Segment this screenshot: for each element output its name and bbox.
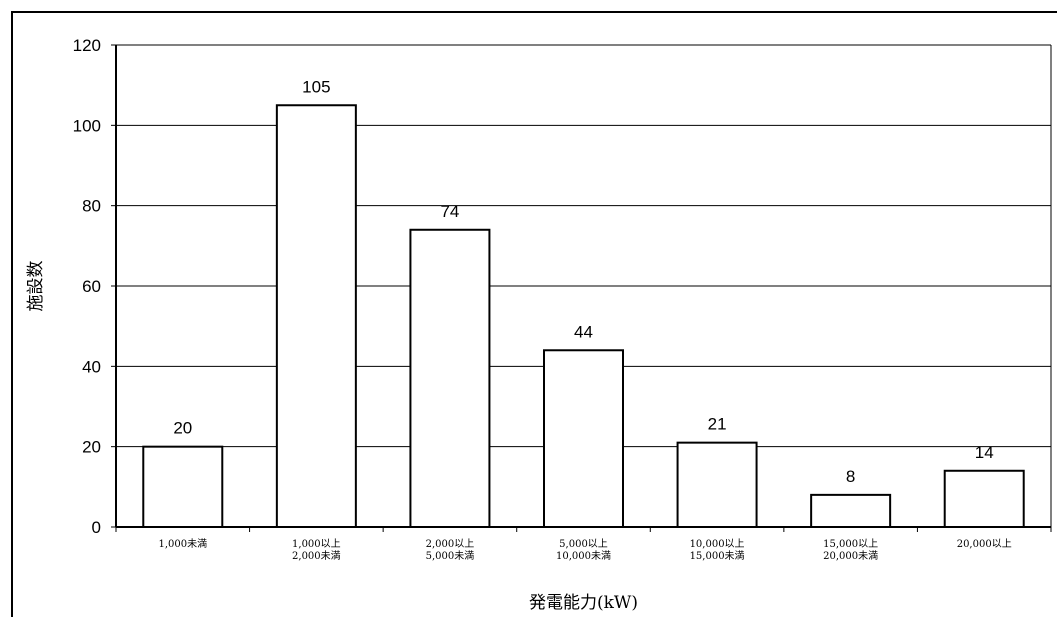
data-label: 105 xyxy=(302,77,330,96)
data-label: 44 xyxy=(574,322,593,341)
y-axis-title: 施設数 xyxy=(26,261,46,312)
y-tick-label: 80 xyxy=(82,197,101,216)
chart-frame xyxy=(11,11,1057,617)
bar xyxy=(676,441,758,528)
bar xyxy=(275,104,357,528)
bar xyxy=(943,469,1025,528)
data-labels: 20 105 74 44 21 8 14 xyxy=(173,77,993,486)
y-tick-label: 120 xyxy=(73,36,101,55)
data-label: 21 xyxy=(708,415,727,434)
data-label: 74 xyxy=(440,202,459,221)
x-tick-label: 20,000未満 xyxy=(823,550,878,562)
x-tick-label: 1,000未満 xyxy=(158,538,207,550)
y-tick-label: 0 xyxy=(92,518,101,537)
y-tick-label: 40 xyxy=(82,357,101,376)
x-tick-label: 10,000以上 xyxy=(690,538,745,550)
data-label: 14 xyxy=(975,443,994,462)
x-tick-label: 5,000未満 xyxy=(426,550,475,562)
x-tick-label: 20,000以上 xyxy=(957,538,1012,550)
y-tick-label: 100 xyxy=(73,116,101,135)
y-tick-labels: 0 20 40 60 80 100 120 xyxy=(73,36,101,537)
x-tick-label: 15,000以上 xyxy=(823,538,878,550)
bar xyxy=(543,349,624,528)
x-tick-label: 5,000以上 xyxy=(559,538,608,550)
y-tick-label: 60 xyxy=(82,277,101,296)
data-label: 20 xyxy=(173,419,192,438)
bar xyxy=(409,228,491,528)
x-tick-label: 1,000以上 xyxy=(292,538,341,550)
bar xyxy=(810,493,892,529)
y-tick-label: 20 xyxy=(82,438,101,457)
x-axis-title: 発電能力(kW) xyxy=(529,593,638,613)
x-tick-label: 10,000未満 xyxy=(556,550,611,562)
x-tick-label: 2,000未満 xyxy=(292,550,341,562)
bars xyxy=(142,104,1025,529)
data-label: 8 xyxy=(846,467,855,486)
bar xyxy=(142,445,224,528)
x-tick-label: 15,000未満 xyxy=(690,550,745,562)
x-tick-label: 2,000以上 xyxy=(426,538,475,550)
